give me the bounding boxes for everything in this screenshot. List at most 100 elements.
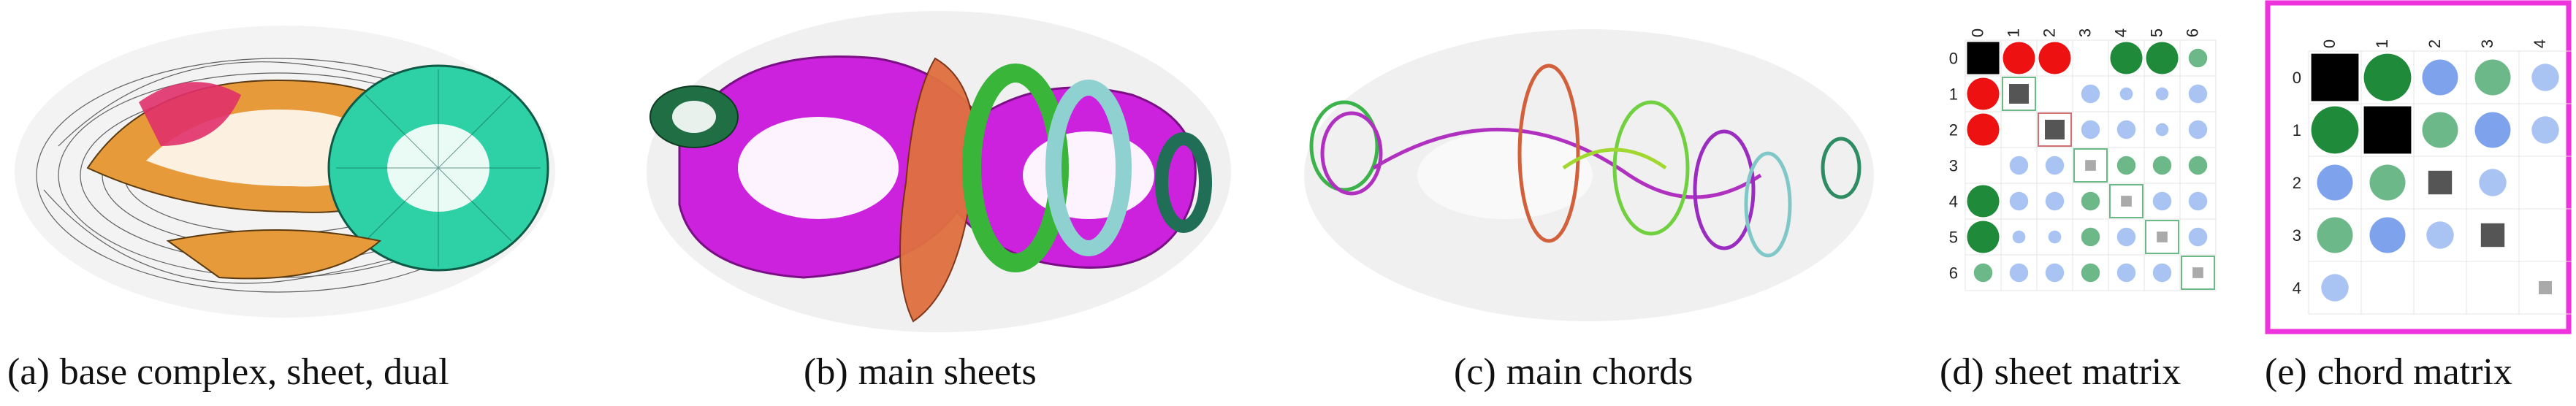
caption-e-tag: (e) (2265, 351, 2307, 393)
matrix-cell-mark (2121, 196, 2132, 207)
col-label: 0 (2320, 39, 2339, 48)
matrix-cell-mark (2081, 263, 2100, 283)
matrix-cell-mark (2116, 227, 2136, 247)
matrix-cell-mark (1967, 185, 2000, 218)
col-label: 6 (2184, 28, 2202, 37)
matrix-cell-mark (2311, 53, 2359, 102)
row-label: 4 (1949, 193, 1958, 211)
matrix-cell-mark (2038, 42, 2071, 74)
matrix-cell-mark (2003, 42, 2035, 74)
matrix-cell-mark (1967, 221, 2000, 253)
matrix-cell-mark (2045, 191, 2065, 211)
matrix-cell-mark (2152, 263, 2172, 283)
matrix-cell-mark (2009, 84, 2029, 104)
col-label: 0 (1969, 28, 1987, 37)
chord-matrix: 0 0 1 1 2 2 3 3 4 4 (2265, 0, 2572, 334)
matrix-cell-mark (2155, 123, 2169, 137)
caption-d-text: sheet matrix (1994, 351, 2181, 393)
matrix-cell-mark (2311, 106, 2359, 154)
matrix-cell-mark (2188, 48, 2208, 68)
matrix-cell-mark (2188, 120, 2208, 139)
col-label: 3 (2076, 28, 2095, 37)
matrix-cell-mark (2116, 120, 2136, 139)
matrix-cell-mark (2081, 84, 2100, 104)
matrix-cell-mark (2428, 170, 2453, 195)
matrix-cell-mark (2116, 263, 2136, 283)
caption-c: (c) main chords (1454, 351, 1693, 394)
diag-frame (2073, 148, 2108, 183)
col-label: 1 (2373, 39, 2391, 48)
matrix-cell-mark (2110, 42, 2143, 74)
matrix-cell-mark (1973, 263, 1993, 283)
caption-e: (e) chord matrix (2265, 351, 2512, 394)
matrix-cell-mark (2152, 156, 2172, 175)
matrix-cell-mark (2152, 191, 2172, 211)
col-label: 4 (2112, 28, 2130, 37)
caption-a-text: base complex, sheet, dual (59, 351, 449, 393)
caption-b-tag: (b) (804, 351, 848, 393)
row-label: 3 (1949, 157, 1958, 175)
sheet-matrix: 0 0 1 1 2 2 3 3 4 4 5 5 6 6 (1949, 28, 2217, 291)
row-label: 0 (1949, 50, 1958, 68)
matrix-cell-mark (2363, 53, 2412, 102)
matrix-cell-mark (2426, 221, 2454, 249)
diag-frame (2145, 220, 2179, 254)
row-label: 3 (2293, 226, 2301, 245)
matrix-cell-mark (2009, 191, 2029, 211)
matrix-cell-mark (2192, 267, 2203, 278)
matrix-cell-mark (2321, 274, 2349, 302)
matrix-cell-mark (2531, 116, 2559, 144)
col-label: 2 (2040, 28, 2059, 37)
matrix-cell-mark (2474, 59, 2511, 96)
matrix-cell-mark (2188, 84, 2208, 104)
matrix-cell-mark (1967, 42, 2000, 74)
caption-a-tag: (a) (7, 351, 50, 393)
panel-chord-matrix: 0 0 1 1 2 2 3 3 4 4 (e) chord matrix (2265, 0, 2572, 393)
matrix-cell-mark (2081, 227, 2100, 247)
row-label: 6 (1949, 264, 1958, 283)
caption-c-text: main chords (1506, 351, 1693, 393)
panel-main-chords: (c) main chords (1286, 0, 1892, 393)
matrix-cell-mark (2116, 156, 2136, 175)
matrix-cell-mark (2479, 169, 2507, 196)
matrix-cell-mark (2422, 59, 2458, 96)
matrix-cell-mark (2369, 217, 2406, 253)
caption-d: (d) sheet matrix (1940, 351, 2181, 394)
row-label: 1 (2293, 121, 2301, 139)
row-label: 2 (2293, 174, 2301, 192)
matrix-cell-mark (2146, 42, 2179, 74)
col-label: 2 (2426, 39, 2444, 48)
matrix-cell-mark (2048, 230, 2062, 244)
matrix-cell-mark (2317, 217, 2353, 253)
matrix-cell-mark (2474, 112, 2511, 148)
row-label: 1 (1949, 85, 1958, 104)
matrix-cell-mark (2157, 231, 2168, 242)
matrix-cell-mark (2085, 160, 2096, 171)
matrix-cell-mark (2081, 120, 2100, 139)
matrix-cell-mark (2045, 120, 2065, 139)
panel-sheet-matrix: 0 0 1 1 2 2 3 3 4 4 5 5 6 6 (d) sheet matrix (1929, 0, 2221, 393)
matrix-cell-mark (2045, 263, 2065, 283)
row-label: 4 (2293, 279, 2301, 297)
main-chords-figure (1304, 29, 1874, 321)
matrix-cell-mark (1967, 113, 2000, 146)
matrix-cell-mark (2531, 64, 2559, 91)
caption-a: (a) base complex, sheet, dual (7, 351, 449, 394)
matrix-cell-mark (2317, 164, 2353, 201)
matrix-cell-mark (2009, 263, 2029, 283)
diag-frame (2181, 256, 2215, 290)
diag-frame (2038, 112, 2072, 147)
panel-main-sheets: (b) main sheets (636, 0, 1242, 393)
col-label: 5 (2148, 28, 2166, 37)
col-label: 1 (2005, 28, 2023, 37)
matrix-cell-mark (2188, 156, 2208, 175)
caption-c-tag: (c) (1454, 351, 1496, 393)
panel-base-complex: (a) base complex, sheet, dual (0, 0, 570, 393)
row-label: 0 (2293, 69, 2301, 87)
col-label: 3 (2478, 39, 2496, 48)
matrix-cell-mark (2045, 156, 2065, 175)
diag-frame (2002, 77, 2036, 111)
matrix-frame (2265, 0, 2572, 334)
caption-e-text: chord matrix (2317, 351, 2512, 393)
row-label: 2 (1949, 121, 1958, 139)
